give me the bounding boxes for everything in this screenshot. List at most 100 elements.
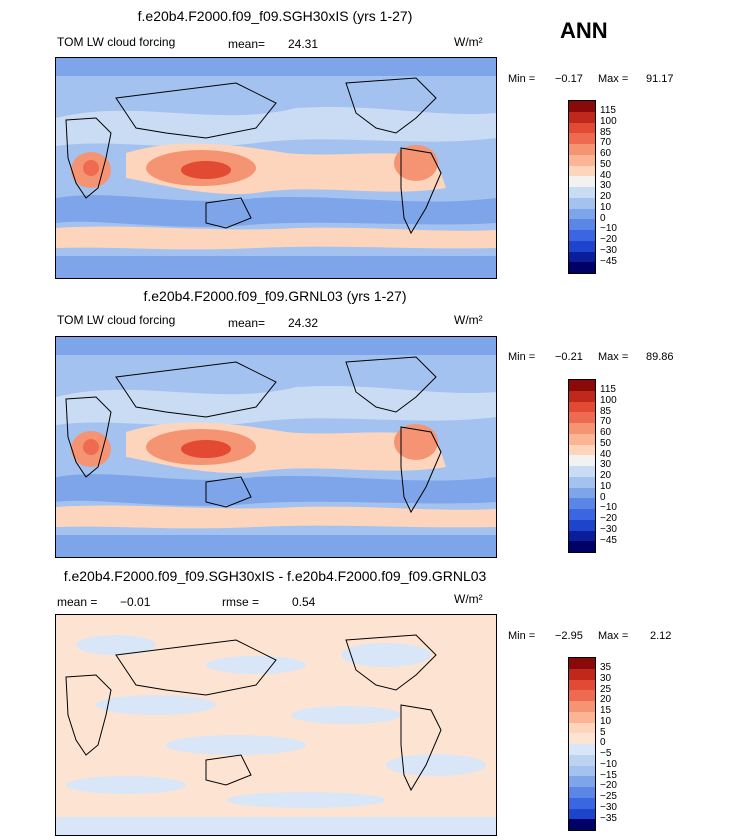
diff-negative-patch <box>291 706 401 724</box>
storm-track-south <box>56 505 496 529</box>
diff-negative-patch <box>66 776 186 794</box>
cbar-swatch <box>569 541 595 552</box>
cbar-tick-label: 30 <box>600 459 612 470</box>
midlat-north-band <box>56 106 496 147</box>
warm-pool-core <box>181 161 231 179</box>
coast-north-america <box>345 356 437 413</box>
panel-1-variable: TOM LW cloud forcing <box>57 35 176 49</box>
cbar-swatch <box>569 176 595 187</box>
cbar-tick-label: 85 <box>600 127 612 138</box>
cbar-tick-label: 40 <box>600 170 612 181</box>
cbar-tick-label: −15 <box>600 770 617 781</box>
coast-eurasia <box>115 639 277 696</box>
panel-1-map-svg <box>56 58 496 278</box>
panel-2-map <box>55 336 497 558</box>
panel-3-min-label: Min = <box>508 630 536 642</box>
cbar-swatch <box>569 412 595 423</box>
storm-track-south <box>56 226 496 250</box>
cbar-tick-label: −30 <box>600 802 617 813</box>
cbar-swatch <box>569 808 595 820</box>
amazon-high <box>394 424 438 460</box>
panel-1-map <box>55 57 497 279</box>
cbar-tick-label: 100 <box>600 395 617 406</box>
cbar-tick-label: 60 <box>600 427 612 438</box>
coast-australia <box>205 754 252 786</box>
cbar-swatch <box>569 240 595 252</box>
cbar-swatch <box>569 487 595 499</box>
cbar-tick-label: 50 <box>600 159 612 170</box>
panel-2-min-label: Min = <box>508 351 536 363</box>
diff-negative-patch <box>386 754 486 776</box>
cbar-swatch <box>569 101 595 112</box>
arctic-band <box>56 337 496 355</box>
cbar-swatch <box>569 219 595 230</box>
cbar-swatch <box>569 744 595 755</box>
cbar-swatch <box>569 765 595 777</box>
coast-africa <box>65 674 112 756</box>
panel-2-variable: TOM LW cloud forcing <box>57 313 176 327</box>
cbar-tick-label: 20 <box>600 470 612 481</box>
cbar-tick-label: 20 <box>600 191 612 202</box>
panel-2-max-value: 89.86 <box>646 351 674 363</box>
panel-3-rmse-value: 0.54 <box>292 595 316 609</box>
panel-3-map-svg <box>56 615 496 835</box>
cbar-swatch <box>569 111 595 123</box>
diff-antarctic-band <box>56 817 496 835</box>
africa-core <box>83 160 99 176</box>
cbar-tick-label: 5 <box>600 727 606 738</box>
panel-3-colorbar <box>568 657 596 831</box>
cbar-tick-label: 70 <box>600 416 612 427</box>
cbar-tick-label: 10 <box>600 481 612 492</box>
panel-2-title: f.e20b4.F2000.f09_f09.GRNL03 (yrs 1-27) <box>143 288 407 304</box>
amazon-high <box>394 145 438 181</box>
coast-africa <box>65 396 112 478</box>
panel-1-mean-label: mean= <box>228 37 266 51</box>
cbar-swatch <box>569 122 595 134</box>
coast-south-america <box>400 704 442 792</box>
cbar-swatch <box>569 733 595 744</box>
cbar-swatch <box>569 787 595 798</box>
panel-3-rmse-label: rmse = <box>222 595 260 609</box>
cbar-tick-label: 20 <box>600 694 612 705</box>
panel-2-colorbar <box>568 379 596 553</box>
cbar-tick-label: 30 <box>600 673 612 684</box>
coast-eurasia <box>115 82 277 139</box>
cbar-swatch <box>569 144 595 155</box>
warm-pool-core <box>181 440 231 458</box>
cbar-swatch <box>569 754 595 766</box>
cbar-tick-label: 50 <box>600 438 612 449</box>
cbar-tick-label: 25 <box>600 684 612 695</box>
panel-3-max-value: 2.12 <box>650 630 672 642</box>
cbar-swatch <box>569 455 595 466</box>
panel-2-max-label: Max = <box>598 351 629 363</box>
africa-core <box>83 439 99 455</box>
panel-3-mean-label: mean = <box>57 595 98 609</box>
panel-2-mean-label: mean= <box>228 316 266 330</box>
cbar-tick-label: 30 <box>600 180 612 191</box>
cbar-swatch <box>569 701 595 712</box>
cbar-swatch <box>569 165 595 177</box>
cbar-swatch <box>569 530 595 542</box>
cbar-tick-label: 0 <box>600 213 606 224</box>
cbar-tick-label: −25 <box>600 791 617 802</box>
cbar-tick-label: −20 <box>600 780 617 791</box>
cbar-tick-label: 100 <box>600 116 617 127</box>
cbar-swatch <box>569 197 595 209</box>
coast-australia <box>205 197 252 229</box>
subtropic-south-band <box>56 474 496 506</box>
coast-eurasia <box>115 361 277 418</box>
cbar-tick-label: 0 <box>600 492 606 503</box>
diff-negative-patch <box>341 643 431 667</box>
cbar-tick-label: 10 <box>600 202 612 213</box>
cbar-swatch <box>569 187 595 198</box>
cbar-swatch <box>569 498 595 509</box>
cbar-tick-label: 70 <box>600 137 612 148</box>
cbar-swatch <box>569 776 595 787</box>
season-label: ANN <box>560 18 608 43</box>
diff-negative-patch <box>206 656 306 674</box>
panel-1-max-label: Max = <box>598 73 629 85</box>
cbar-swatch <box>569 668 595 680</box>
cbar-swatch <box>569 154 595 166</box>
cbar-swatch <box>569 380 595 391</box>
cbar-tick-label: 60 <box>600 148 612 159</box>
